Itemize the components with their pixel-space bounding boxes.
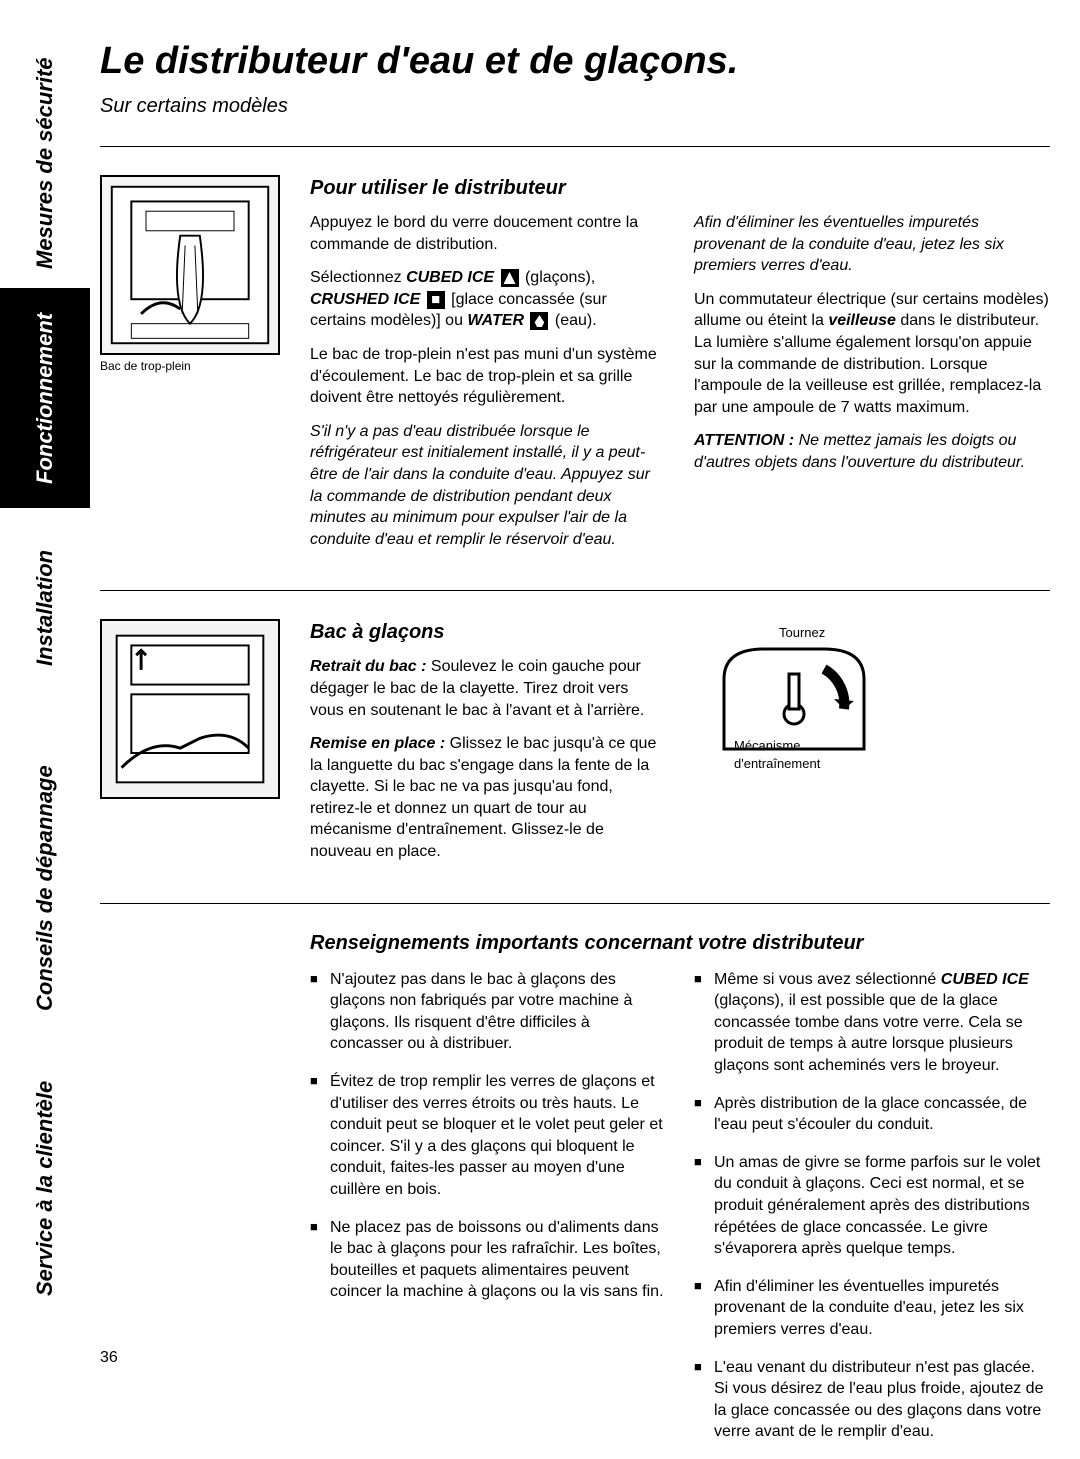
divider bbox=[100, 903, 1050, 904]
sidebar-tabs: Mesures de sécuritéFonctionnementInstall… bbox=[0, 0, 90, 1397]
s1r-p2: Un commutateur électrique (sur certains … bbox=[694, 289, 1050, 419]
page-number: 36 bbox=[100, 1349, 118, 1367]
figure-dispenser bbox=[100, 175, 280, 355]
figure-mechanism: Tournez Mécanisme d'entraînement bbox=[694, 619, 894, 779]
list-item: Après distribution de la glace concassée… bbox=[694, 1093, 1050, 1136]
page-subtitle: Sur certains modèles bbox=[100, 95, 1050, 118]
s1r-p3: ATTENTION : Ne mettez jamais les doigts … bbox=[694, 430, 1050, 473]
list-item: Afin d'éliminer les éventuelles impureté… bbox=[694, 1276, 1050, 1341]
list-item: Évitez de trop remplir les verres de gla… bbox=[310, 1071, 666, 1201]
sidebar-tab: Fonctionnement bbox=[0, 288, 90, 508]
section1-heading: Pour utiliser le distributeur bbox=[310, 175, 666, 202]
s1r-p1: Afin d'éliminer les éventuelles impureté… bbox=[694, 212, 1050, 277]
divider bbox=[100, 590, 1050, 591]
crushed-ice-icon bbox=[427, 291, 445, 309]
list-item: Un amas de givre se forme parfois sur le… bbox=[694, 1152, 1050, 1260]
section-important: Renseignements importants concernant vot… bbox=[100, 932, 1050, 1459]
anno-tournez: Tournez bbox=[779, 624, 825, 642]
cubed-ice-icon bbox=[501, 269, 519, 287]
s1-p2: Sélectionnez CUBED ICE (glaçons), CRUSHE… bbox=[310, 267, 666, 332]
s3-right-list: Même si vous avez sélectionné CUBED ICE … bbox=[694, 969, 1050, 1443]
anno-mechanism: Mécanisme d'entraînement bbox=[734, 737, 854, 772]
sidebar-tab: Conseils de dépannage bbox=[0, 738, 90, 1038]
sidebar-tab: Mesures de sécurité bbox=[0, 38, 90, 288]
s2-p1: Retrait du bac : Soulevez le coin gauche… bbox=[310, 656, 666, 721]
section-distributor: Bac de trop-plein Pour utiliser le distr… bbox=[100, 175, 1050, 562]
page-content: Le distributeur d'eau et de glaçons. Sur… bbox=[100, 40, 1050, 1459]
section3-heading: Renseignements importants concernant vot… bbox=[310, 932, 1050, 955]
sidebar-tab: Installation bbox=[0, 508, 90, 708]
list-item: L'eau venant du distributeur n'est pas g… bbox=[694, 1357, 1050, 1443]
water-icon bbox=[530, 312, 548, 330]
list-item: N'ajoutez pas dans le bac à glaçons des … bbox=[310, 969, 666, 1055]
s3-left-list: N'ajoutez pas dans le bac à glaçons des … bbox=[310, 969, 666, 1303]
s2-p2: Remise en place : Glissez le bac jusqu'à… bbox=[310, 733, 666, 863]
list-item: Même si vous avez sélectionné CUBED ICE … bbox=[694, 969, 1050, 1077]
list-item: Ne placez pas de boissons ou d'aliments … bbox=[310, 1217, 666, 1303]
s1-p1: Appuyez le bord du verre doucement contr… bbox=[310, 212, 666, 255]
sidebar-tab: Service à la clientèle bbox=[0, 1038, 90, 1338]
figure-icebin bbox=[100, 619, 280, 799]
s1-p4: S'il n'y a pas d'eau distribuée lorsque … bbox=[310, 421, 666, 551]
s1-p3: Le bac de trop-plein n'est pas muni d'un… bbox=[310, 344, 666, 409]
section2-heading: Bac à glaçons bbox=[310, 619, 666, 646]
figure-caption: Bac de trop-plein bbox=[100, 359, 290, 373]
section-icebin: Bac à glaçons Retrait du bac : Soulevez … bbox=[100, 619, 1050, 874]
page-title: Le distributeur d'eau et de glaçons. bbox=[100, 40, 1050, 83]
divider bbox=[100, 146, 1050, 147]
